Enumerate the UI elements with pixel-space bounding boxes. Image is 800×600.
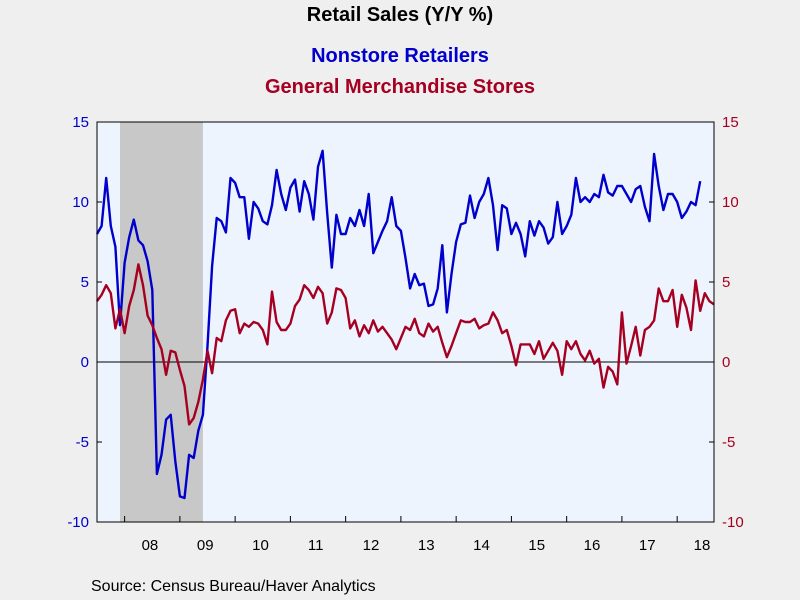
y-tick-label-right: 0 [722,354,730,371]
y-tick-label-right: -5 [722,434,735,451]
y-tick-label-right: -10 [722,514,744,531]
series-line-general-merchandise [96,263,715,426]
y-tick-label-left: -10 [67,514,89,531]
plot-frame [96,121,715,523]
y-tick-label-left: 0 [81,354,89,371]
y-tick-label-right: 10 [722,194,739,211]
y-tick-label-left: -5 [76,434,89,451]
x-tick-label: 13 [418,537,435,554]
y-tick-label-right: 5 [722,274,730,291]
series-title-general-merchandise: General Merchandise Stores [264,76,536,98]
y-tick-label-left: 5 [81,274,89,291]
x-tick-label: 11 [308,537,324,554]
x-tick-label: 12 [363,537,380,554]
y-tick-label-left: 10 [72,194,89,211]
source-note: Source: Census Bureau/Haver Analytics [91,578,376,595]
x-tick-label: 15 [528,537,545,554]
x-tick-label: 08 [142,537,159,554]
series-title-nonstore: Nonstore Retailers [311,45,489,67]
x-tick-label: 10 [252,537,269,554]
y-tick-label-right: 15 [722,114,739,131]
x-tick-label: 09 [197,537,214,554]
x-tick-label: 14 [473,537,490,554]
series-line-nonstore [95,149,702,500]
x-tick-label: 18 [694,537,711,554]
y-tick-label-left: 15 [72,114,89,131]
recession-shading [120,122,203,522]
chart-title: Retail Sales (Y/Y %) [306,4,494,26]
x-tick-label: 17 [639,537,656,554]
x-tick-label: 16 [584,537,601,554]
